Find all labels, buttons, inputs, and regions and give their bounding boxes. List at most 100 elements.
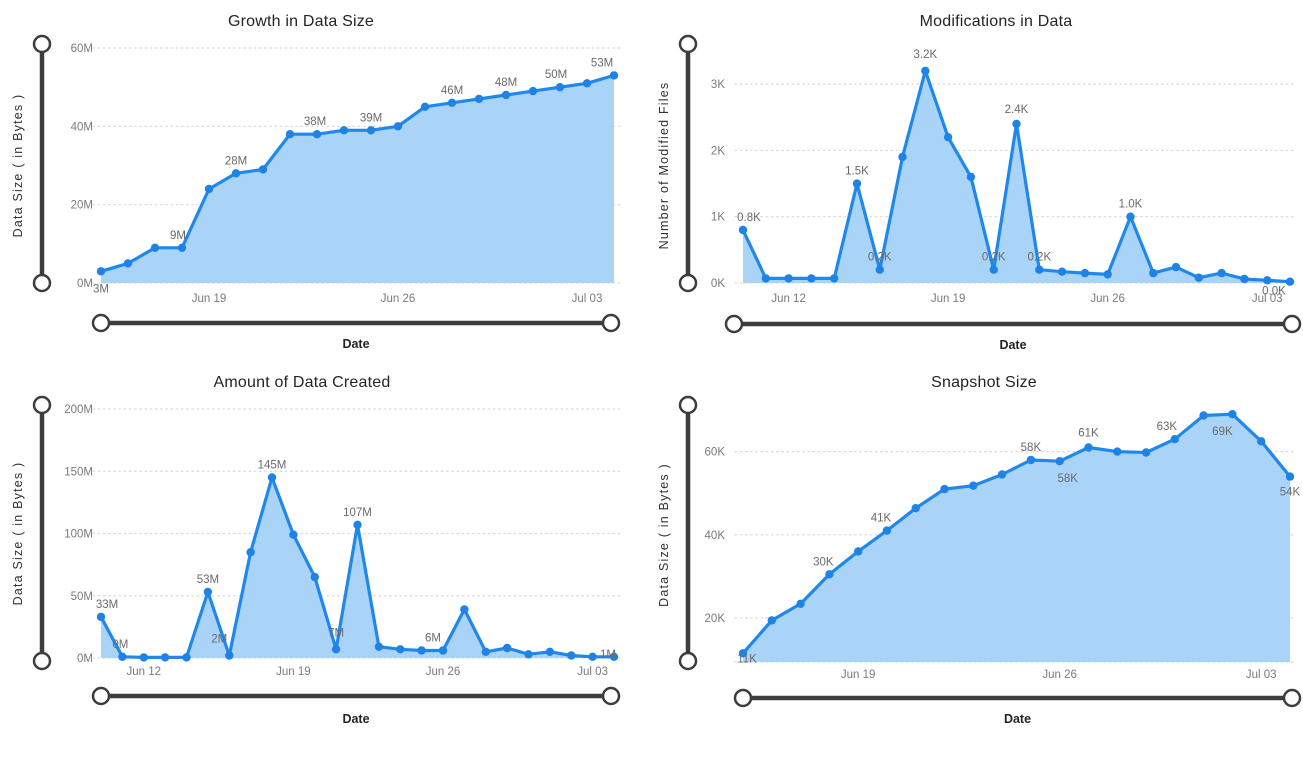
data-point[interactable]	[854, 547, 863, 556]
data-point[interactable]	[460, 605, 469, 614]
data-point[interactable]	[353, 520, 362, 529]
data-point[interactable]	[969, 481, 978, 490]
data-point[interactable]	[825, 570, 834, 579]
data-point[interactable]	[524, 650, 533, 659]
data-point[interactable]	[528, 86, 538, 96]
x-range-slider-handle-right[interactable]	[1282, 688, 1302, 708]
data-point[interactable]	[1257, 437, 1266, 446]
data-point[interactable]	[96, 612, 106, 622]
data-point[interactable]	[160, 653, 170, 662]
x-range-slider-handle-left[interactable]	[91, 313, 111, 333]
data-point[interactable]	[852, 179, 862, 188]
data-point[interactable]	[1228, 410, 1237, 419]
data-point[interactable]	[1194, 273, 1204, 282]
data-point[interactable]	[1240, 274, 1249, 284]
data-point[interactable]	[267, 473, 277, 482]
data-point[interactable]	[447, 98, 457, 108]
y-range-slider-handle-top[interactable]	[678, 34, 698, 54]
data-point[interactable]	[1171, 262, 1181, 272]
data-point[interactable]	[555, 83, 565, 92]
data-point[interactable]	[738, 225, 748, 235]
data-point[interactable]	[943, 133, 953, 142]
y-range-slider-handle-top[interactable]	[32, 395, 52, 415]
x-range-slider-handle-left[interactable]	[733, 688, 753, 708]
data-point[interactable]	[784, 274, 793, 283]
y-range-slider-handle-top[interactable]	[32, 34, 52, 54]
data-point[interactable]	[177, 243, 187, 252]
data-point[interactable]	[898, 152, 907, 162]
data-point[interactable]	[123, 259, 133, 268]
data-point[interactable]	[588, 652, 597, 661]
data-point[interactable]	[481, 647, 490, 656]
data-point[interactable]	[582, 79, 592, 88]
data-point[interactable]	[366, 126, 376, 135]
data-point[interactable]	[1217, 268, 1226, 278]
data-point[interactable]	[807, 274, 816, 283]
data-point[interactable]	[1026, 455, 1036, 465]
data-point[interactable]	[438, 646, 448, 655]
data-point[interactable]	[1057, 267, 1067, 276]
data-point[interactable]	[204, 184, 214, 194]
data-point[interactable]	[609, 652, 619, 661]
y-range-slider-handle-bottom[interactable]	[32, 651, 52, 671]
data-point[interactable]	[289, 530, 298, 539]
data-point[interactable]	[997, 470, 1007, 479]
data-point[interactable]	[1084, 443, 1093, 452]
data-point[interactable]	[231, 169, 241, 178]
x-range-slider-handle-right[interactable]	[1282, 314, 1302, 334]
data-point[interactable]	[761, 274, 770, 283]
data-point[interactable]	[1149, 268, 1158, 278]
data-point[interactable]	[1285, 472, 1295, 481]
data-point[interactable]	[417, 646, 426, 655]
data-point[interactable]	[474, 94, 484, 104]
x-range-slider-handle-right[interactable]	[601, 313, 621, 333]
data-point[interactable]	[139, 653, 148, 662]
data-point[interactable]	[796, 599, 805, 608]
data-point[interactable]	[331, 645, 341, 654]
data-point[interactable]	[396, 645, 405, 654]
data-point[interactable]	[225, 651, 234, 660]
data-point[interactable]	[393, 122, 403, 131]
data-point[interactable]	[545, 647, 555, 656]
data-point[interactable]	[1080, 268, 1090, 278]
data-point[interactable]	[182, 653, 191, 662]
data-point[interactable]	[310, 572, 319, 582]
data-point[interactable]	[258, 165, 268, 174]
data-point[interactable]	[567, 651, 576, 660]
data-point[interactable]	[118, 652, 127, 661]
data-point[interactable]	[501, 90, 511, 100]
data-point[interactable]	[1055, 457, 1064, 466]
data-point[interactable]	[882, 526, 892, 535]
y-range-slider-handle-top[interactable]	[678, 395, 698, 415]
data-point[interactable]	[1170, 435, 1180, 444]
data-point[interactable]	[940, 484, 949, 494]
x-range-slider-handle-left[interactable]	[724, 314, 744, 334]
data-point[interactable]	[1263, 276, 1272, 285]
data-point[interactable]	[875, 265, 884, 274]
data-point[interactable]	[1126, 212, 1135, 221]
data-point[interactable]	[609, 71, 619, 80]
x-range-slider-handle-left[interactable]	[91, 686, 111, 706]
data-point[interactable]	[989, 265, 998, 274]
data-point[interactable]	[312, 130, 322, 139]
data-point[interactable]	[502, 643, 512, 653]
data-point[interactable]	[738, 649, 748, 658]
data-point[interactable]	[1012, 119, 1021, 129]
data-point[interactable]	[1199, 411, 1208, 420]
y-range-slider-handle-bottom[interactable]	[32, 273, 52, 293]
data-point[interactable]	[420, 102, 430, 112]
data-point[interactable]	[921, 66, 930, 76]
data-point[interactable]	[285, 130, 295, 139]
data-point[interactable]	[374, 642, 384, 651]
data-point[interactable]	[246, 548, 255, 557]
data-point[interactable]	[1113, 447, 1122, 456]
data-point[interactable]	[1141, 448, 1151, 457]
data-point[interactable]	[150, 243, 160, 252]
data-point[interactable]	[767, 616, 776, 625]
x-range-slider-handle-right[interactable]	[601, 686, 621, 706]
y-range-slider-handle-bottom[interactable]	[678, 273, 698, 293]
data-point[interactable]	[1103, 270, 1112, 279]
data-point[interactable]	[339, 126, 349, 135]
data-point[interactable]	[911, 504, 920, 513]
data-point[interactable]	[1285, 277, 1295, 286]
